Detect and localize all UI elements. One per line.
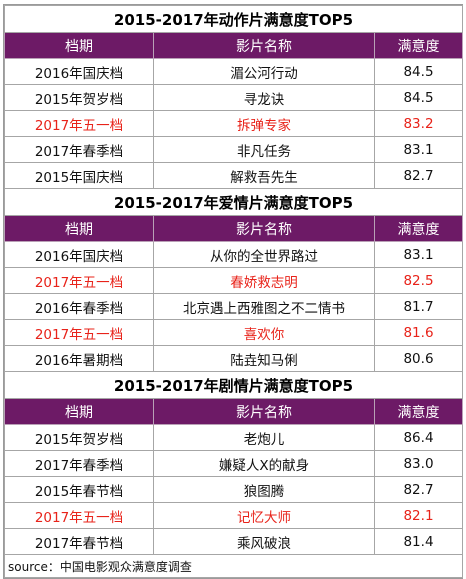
drama-section-title-row: 2015-2017年剧情片满意度TOP5 <box>4 371 463 399</box>
table-row: 2016年国庆档 从你的全世界路过 83.1 <box>4 241 463 268</box>
score-cell: 82.1 <box>374 502 463 529</box>
source-note: source：中国电影观众满意度调查 <box>4 554 463 578</box>
score-cell: 82.7 <box>374 476 463 503</box>
table-row: 2017年春季档 非凡任务 83.1 <box>4 136 463 163</box>
film-header: 影片名称 <box>153 398 375 425</box>
film-name-cell: 北京遇上西雅图之不二情书 <box>153 293 375 320</box>
action-section-title: 2015-2017年动作片满意度TOP5 <box>4 5 463 33</box>
score-cell: 84.5 <box>374 84 463 111</box>
table-row: 2017年五一档 记忆大师 82.1 <box>4 502 463 529</box>
table-row: 2015年春节档 狼图腾 82.7 <box>4 476 463 503</box>
period-cell: 2017年春季档 <box>4 136 154 163</box>
film-name-cell: 记忆大师 <box>153 502 375 529</box>
score-cell: 81.6 <box>374 319 463 346</box>
source-row: source：中国电影观众满意度调查 <box>4 554 463 578</box>
film-name-cell: 非凡任务 <box>153 136 375 163</box>
period-header: 档期 <box>4 215 154 242</box>
film-header: 影片名称 <box>153 32 375 59</box>
drama-header-row: 档期 影片名称 满意度 <box>4 398 463 425</box>
period-cell: 2015年国庆档 <box>4 162 154 189</box>
period-cell: 2017年五一档 <box>4 267 154 294</box>
score-cell: 83.1 <box>374 241 463 268</box>
period-cell: 2017年五一档 <box>4 502 154 529</box>
period-cell: 2017年五一档 <box>4 110 154 137</box>
score-header: 满意度 <box>374 398 463 425</box>
film-name-cell: 寻龙诀 <box>153 84 375 111</box>
period-cell: 2016年春季档 <box>4 293 154 320</box>
score-cell: 84.5 <box>374 58 463 85</box>
score-cell: 83.0 <box>374 450 463 477</box>
period-cell: 2016年国庆档 <box>4 58 154 85</box>
action-section-title-row: 2015-2017年动作片满意度TOP5 <box>4 5 463 33</box>
period-cell: 2015年春节档 <box>4 476 154 503</box>
table-row: 2015年贺岁档 老炮儿 86.4 <box>4 424 463 451</box>
romance-header-row: 档期 影片名称 满意度 <box>4 215 463 242</box>
drama-section-title: 2015-2017年剧情片满意度TOP5 <box>4 371 463 399</box>
score-cell: 82.5 <box>374 267 463 294</box>
film-name-cell: 湄公河行动 <box>153 58 375 85</box>
film-name-cell: 乘风破浪 <box>153 528 375 555</box>
table-row: 2015年贺岁档 寻龙诀 84.5 <box>4 84 463 111</box>
score-cell: 83.2 <box>374 110 463 137</box>
table-row: 2016年国庆档 湄公河行动 84.5 <box>4 58 463 85</box>
score-cell: 82.7 <box>374 162 463 189</box>
film-name-cell: 解救吾先生 <box>153 162 375 189</box>
period-cell: 2016年暑期档 <box>4 345 154 372</box>
film-name-cell: 喜欢你 <box>153 319 375 346</box>
score-cell: 80.6 <box>374 345 463 372</box>
table-row: 2017年五一档 喜欢你 81.6 <box>4 319 463 346</box>
romance-section-title: 2015-2017年爱情片满意度TOP5 <box>4 188 463 216</box>
score-header: 满意度 <box>374 32 463 59</box>
table-row: 2017年春节档 乘风破浪 81.4 <box>4 528 463 555</box>
satisfaction-table: 2015-2017年动作片满意度TOP5 档期 影片名称 满意度 2016年国庆档 湄公河… <box>4 5 463 578</box>
score-cell: 81.4 <box>374 528 463 555</box>
film-name-cell: 狼图腾 <box>153 476 375 503</box>
film-name-cell: 拆弹专家 <box>153 110 375 137</box>
period-cell: 2017年五一档 <box>4 319 154 346</box>
table-row: 2016年暑期档 陆垚知马俐 80.6 <box>4 345 463 372</box>
period-header: 档期 <box>4 32 154 59</box>
film-name-cell: 嫌疑人X的献身 <box>153 450 375 477</box>
satisfaction-report: 2015-2017年动作片满意度TOP5 档期 影片名称 满意度 2016年国庆档 湄公河… <box>3 4 463 579</box>
film-name-cell: 春娇救志明 <box>153 267 375 294</box>
film-name-cell: 老炮儿 <box>153 424 375 451</box>
table-row: 2017年五一档 拆弹专家 83.2 <box>4 110 463 137</box>
table-body: 2015-2017年动作片满意度TOP5 档期 影片名称 满意度 2016年国庆档 湄公河… <box>4 5 463 578</box>
film-name-cell: 陆垚知马俐 <box>153 345 375 372</box>
table-row: 2017年五一档 春娇救志明 82.5 <box>4 267 463 294</box>
romance-section-title-row: 2015-2017年爱情片满意度TOP5 <box>4 188 463 216</box>
period-cell: 2016年国庆档 <box>4 241 154 268</box>
period-cell: 2017年春季档 <box>4 450 154 477</box>
period-cell: 2015年贺岁档 <box>4 424 154 451</box>
table-row: 2015年国庆档 解救吾先生 82.7 <box>4 162 463 189</box>
period-cell: 2017年春节档 <box>4 528 154 555</box>
score-header: 满意度 <box>374 215 463 242</box>
period-header: 档期 <box>4 398 154 425</box>
action-header-row: 档期 影片名称 满意度 <box>4 32 463 59</box>
period-cell: 2015年贺岁档 <box>4 84 154 111</box>
score-cell: 81.7 <box>374 293 463 320</box>
film-name-cell: 从你的全世界路过 <box>153 241 375 268</box>
table-row: 2016年春季档 北京遇上西雅图之不二情书 81.7 <box>4 293 463 320</box>
film-header: 影片名称 <box>153 215 375 242</box>
score-cell: 86.4 <box>374 424 463 451</box>
table-row: 2017年春季档 嫌疑人X的献身 83.0 <box>4 450 463 477</box>
score-cell: 83.1 <box>374 136 463 163</box>
